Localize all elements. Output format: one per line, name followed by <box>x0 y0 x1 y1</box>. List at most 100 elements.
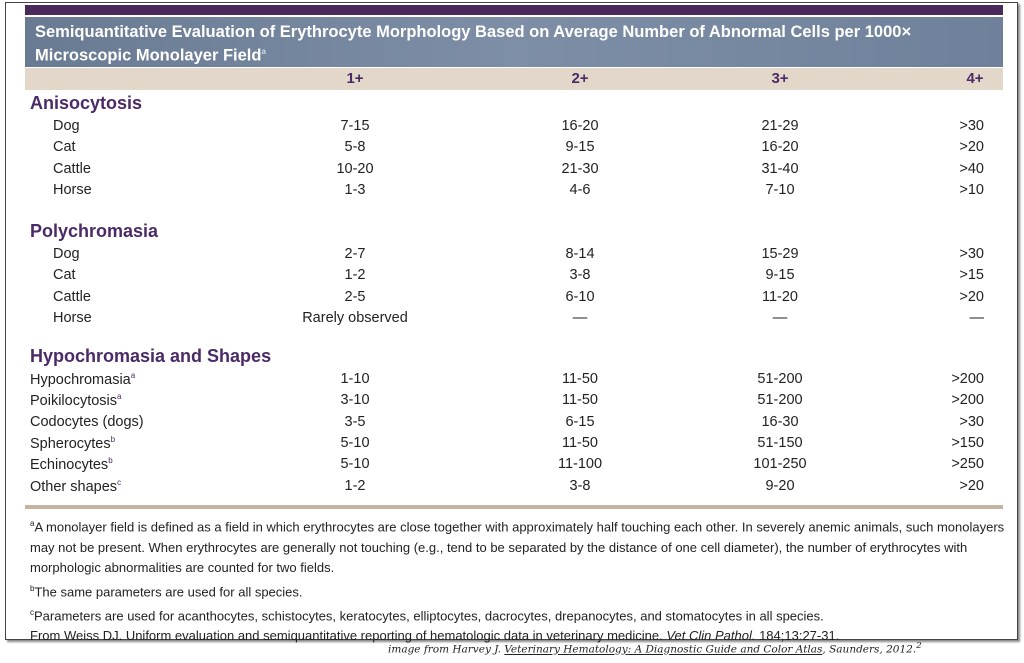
title-text: Semiquantitative Evaluation of Erythrocy… <box>35 23 912 65</box>
row-label-text: Other shapes <box>30 478 118 495</box>
section-heading: Anisocytosis <box>30 93 143 113</box>
cell-value: >15 <box>959 267 984 284</box>
cell-value: 7-15 <box>340 118 370 134</box>
column-header-3: 3+ <box>771 70 789 87</box>
cell-value: >20 <box>959 288 984 305</box>
cell-value: 3-5 <box>344 413 366 430</box>
cell-value: — <box>572 309 588 326</box>
footnotes: aA monolayer field is defined as a field… <box>30 514 1005 647</box>
cell-value: 3-8 <box>569 267 591 284</box>
row-label-text: Dog <box>53 118 80 134</box>
row-label-text: Cat <box>53 267 76 284</box>
row-label: Hypochromasiaa <box>30 371 135 388</box>
cell-value: 9-20 <box>765 477 795 494</box>
table-bottom-rule <box>25 505 1003 509</box>
row-label: Dog <box>53 246 80 262</box>
cell-value: 16-30 <box>761 413 799 430</box>
cell-value: 2-5 <box>344 288 366 305</box>
cell-value: 1-3 <box>344 181 366 198</box>
footnote-mark: c <box>30 607 34 617</box>
row-label: Dog <box>53 118 80 134</box>
cell-value: 11-50 <box>561 371 599 387</box>
column-header-1: 1+ <box>346 70 364 87</box>
row-label-text: Spherocytes <box>30 435 111 452</box>
cell-value: 101-250 <box>753 456 807 473</box>
table-row: Other shapesc 1-2 3-8 9-20 >20 <box>0 478 1024 498</box>
cell-value: 2-7 <box>344 246 366 262</box>
table-row: Horse 1-3 4-6 7-10 >10 <box>0 182 1024 202</box>
cell-value: 3-8 <box>569 477 591 494</box>
cell-value: 6-15 <box>565 413 595 430</box>
row-label: Poikilocytosisa <box>30 392 121 409</box>
table-row: Echinocytesb 5-10 11-100 101-250 >250 <box>0 456 1024 476</box>
cell-value: 15-29 <box>761 246 799 262</box>
cell-value: >20 <box>959 477 984 494</box>
cell-value: 4-6 <box>569 181 591 198</box>
row-label-text: Horse <box>53 309 92 326</box>
cell-value: 6-10 <box>565 288 595 305</box>
image-credit: image from Harvey J. Veterinary Hematolo… <box>388 641 922 656</box>
footnote-mark: b <box>108 456 113 466</box>
credit-sup: 2 <box>916 641 922 651</box>
cell-value: 7-10 <box>765 181 795 198</box>
cell-value: >250 <box>951 456 984 473</box>
cell-value: 11-50 <box>561 434 599 451</box>
cell-value: 5-8 <box>344 139 366 156</box>
footnote-text: The same parameters are used for all spe… <box>34 584 303 600</box>
cell-value: 1-10 <box>340 371 370 387</box>
table-row: Cattle 10-20 21-30 31-40 >40 <box>0 161 1024 181</box>
row-label-text: Cat <box>53 139 76 156</box>
footnote-mark: a <box>30 519 35 528</box>
row-label: Spherocytesb <box>30 435 115 452</box>
table-row: Cattle 2-5 6-10 11-20 >20 <box>0 289 1024 309</box>
cell-value: 3-10 <box>340 392 370 409</box>
cell-value: 10-20 <box>336 160 374 177</box>
cell-value: >30 <box>959 246 984 262</box>
footnote-mark: c <box>117 477 122 487</box>
column-header-band: 1+ 2+ 3+ 4+ <box>25 68 1003 90</box>
cell-value: >200 <box>951 371 984 387</box>
cell-value: 1-2 <box>344 477 366 494</box>
row-label: Cattle <box>53 289 91 305</box>
cell-value: 51-200 <box>757 392 803 409</box>
row-label-text: Poikilocytosis <box>30 393 118 410</box>
footnote-mark: a <box>117 392 122 402</box>
cell-value: 11-20 <box>761 288 799 305</box>
cell-value: >30 <box>959 413 984 430</box>
table-figure <box>5 2 1018 640</box>
table-row: Spherocytesb 5-10 11-50 51-150 >150 <box>0 435 1024 455</box>
cell-value: >30 <box>959 118 984 134</box>
row-label: Cat <box>53 139 76 155</box>
cell-value: 51-200 <box>757 371 803 387</box>
footnote-text: A monolayer field is defined as a field … <box>30 519 1005 576</box>
row-label: Cattle <box>53 161 91 177</box>
footnote-mark: b <box>30 583 35 593</box>
cell-value: 11-100 <box>557 456 603 473</box>
row-label-text: Echinocytes <box>30 457 109 474</box>
section-heading: Hypochromasia and Shapes <box>30 346 272 366</box>
column-header-2: 2+ <box>571 70 589 87</box>
row-label-text: Horse <box>53 181 92 198</box>
row-label: Other shapesc <box>30 478 121 495</box>
table-row: Cat 5-8 9-15 16-20 >20 <box>0 139 1024 159</box>
row-label: Codocytes (dogs) <box>30 414 144 430</box>
cell-value: >150 <box>951 434 984 451</box>
row-label: Horse <box>53 182 92 198</box>
column-header-4: 4+ <box>966 70 984 87</box>
row-label-text: Cattle <box>53 288 91 305</box>
source-journal: Vet Clin Pathol. <box>666 628 756 644</box>
row-label-text: Codocytes (dogs) <box>30 413 144 430</box>
source-suffix: 184;13:27-31. <box>755 628 840 644</box>
cell-value: 11-50 <box>561 392 599 409</box>
row-label-text: Cattle <box>53 160 91 177</box>
cell-value: 31-40 <box>761 160 799 177</box>
table-row: Cat 1-2 3-8 9-15 >15 <box>0 267 1024 287</box>
row-label: Echinocytesb <box>30 456 113 473</box>
cell-value: 9-15 <box>765 267 795 284</box>
cell-value: Rarely observed <box>302 309 408 326</box>
footnote-b: bThe same parameters are used for all sp… <box>30 579 1005 603</box>
table-row: Dog 7-15 16-20 21-29 >30 <box>0 118 1024 138</box>
title-footnote-mark: a <box>261 47 266 56</box>
table-row: Hypochromasiaa 1-10 11-50 51-200 >200 <box>0 371 1024 391</box>
footnote-mark: a <box>130 371 136 380</box>
